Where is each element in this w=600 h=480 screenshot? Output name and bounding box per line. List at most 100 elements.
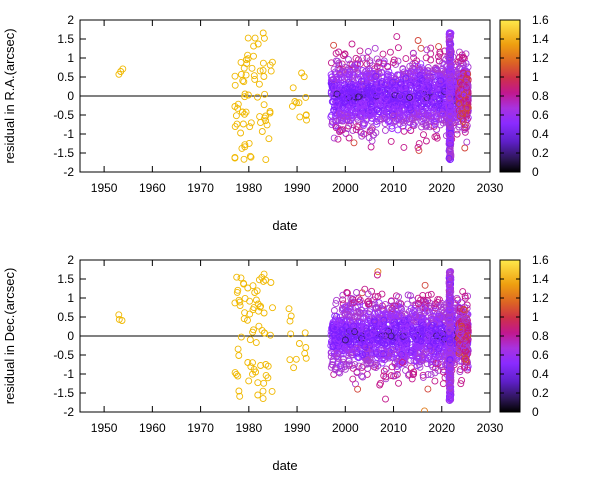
data-point <box>418 103 425 111</box>
data-point <box>437 301 445 309</box>
data-point <box>363 60 371 68</box>
data-point <box>447 360 455 368</box>
data-point <box>343 94 351 102</box>
data-point <box>414 37 422 44</box>
data-point <box>374 304 382 312</box>
data-point <box>251 75 259 83</box>
data-point <box>436 353 444 361</box>
data-point <box>446 131 454 139</box>
data-point <box>242 108 250 116</box>
colorbar-tick-label: 1.6 <box>532 13 549 27</box>
data-point <box>387 137 395 145</box>
data-point <box>374 99 382 107</box>
data-point <box>436 72 444 80</box>
data-point <box>365 71 373 79</box>
data-point <box>413 362 421 370</box>
y-tick-label: 1.5 <box>57 32 74 46</box>
data-point <box>330 65 338 73</box>
data-point <box>344 116 352 123</box>
data-point <box>387 312 395 320</box>
data-point <box>352 126 360 134</box>
data-point <box>232 112 240 120</box>
data-point <box>236 302 244 310</box>
data-point <box>398 92 406 100</box>
data-point <box>346 327 354 335</box>
data-point <box>269 304 276 312</box>
data-point <box>446 339 454 347</box>
data-point <box>425 330 433 337</box>
data-point <box>370 89 378 97</box>
data-point <box>394 305 402 313</box>
data-point <box>356 84 364 92</box>
data-point <box>345 134 353 142</box>
data-point <box>237 58 245 66</box>
data-point <box>438 332 445 339</box>
data-point <box>460 91 468 99</box>
data-point <box>235 296 243 304</box>
data-point <box>330 84 338 92</box>
x-tick-label: 2010 <box>380 421 407 435</box>
data-point <box>435 312 443 320</box>
colorbar-tick-label: 1 <box>532 70 539 84</box>
data-point <box>358 306 366 314</box>
data-point <box>431 95 438 103</box>
data-point <box>376 381 384 389</box>
data-point <box>335 337 343 345</box>
data-point <box>343 306 351 314</box>
data-point <box>240 279 247 287</box>
data-point <box>462 355 469 363</box>
data-point <box>383 75 391 83</box>
data-point <box>395 293 403 301</box>
data-point <box>392 60 400 68</box>
data-point <box>339 108 347 115</box>
data-point <box>357 129 365 136</box>
data-point <box>396 113 404 121</box>
data-point <box>422 54 430 62</box>
data-point <box>347 93 355 101</box>
data-point <box>414 300 422 307</box>
data-point <box>372 91 380 99</box>
data-point <box>446 32 454 40</box>
colorbar-tick-label: 0.4 <box>532 127 549 141</box>
y-tick-label: -1.5 <box>53 386 74 400</box>
data-point <box>393 366 401 374</box>
data-point <box>236 392 244 400</box>
data-point <box>416 349 424 356</box>
data-point <box>451 13 457 19</box>
data-point <box>438 66 446 74</box>
data-point <box>456 368 464 376</box>
data-point <box>262 371 270 379</box>
data-point <box>398 305 406 313</box>
data-point <box>340 52 347 59</box>
data-point <box>338 326 346 334</box>
data-point <box>372 304 380 311</box>
data-point <box>421 407 428 412</box>
data-point <box>399 325 407 332</box>
data-point <box>420 107 427 115</box>
x-ticks-ra: 1950 1960 1970 1980 1990 2000 2010 2020 2030 <box>91 20 504 195</box>
data-point <box>455 100 463 108</box>
data-point <box>437 77 445 85</box>
data-point <box>259 277 267 285</box>
data-point <box>464 63 472 71</box>
data-point <box>364 329 372 336</box>
data-point <box>237 70 245 78</box>
data-point <box>431 377 439 385</box>
data-point <box>234 372 242 380</box>
data-point <box>435 344 443 352</box>
data-point <box>231 153 239 161</box>
data-point <box>353 313 361 320</box>
data-point <box>363 360 371 368</box>
data-point <box>446 37 454 45</box>
data-point <box>420 96 428 104</box>
data-point <box>374 293 382 300</box>
data-point <box>233 273 241 281</box>
data-point <box>446 289 454 297</box>
data-point <box>115 70 123 78</box>
data-point <box>370 326 378 334</box>
data-point <box>374 268 382 276</box>
data-point <box>384 118 392 126</box>
data-point <box>456 340 463 348</box>
data-point <box>359 373 367 381</box>
data-point <box>356 296 364 304</box>
